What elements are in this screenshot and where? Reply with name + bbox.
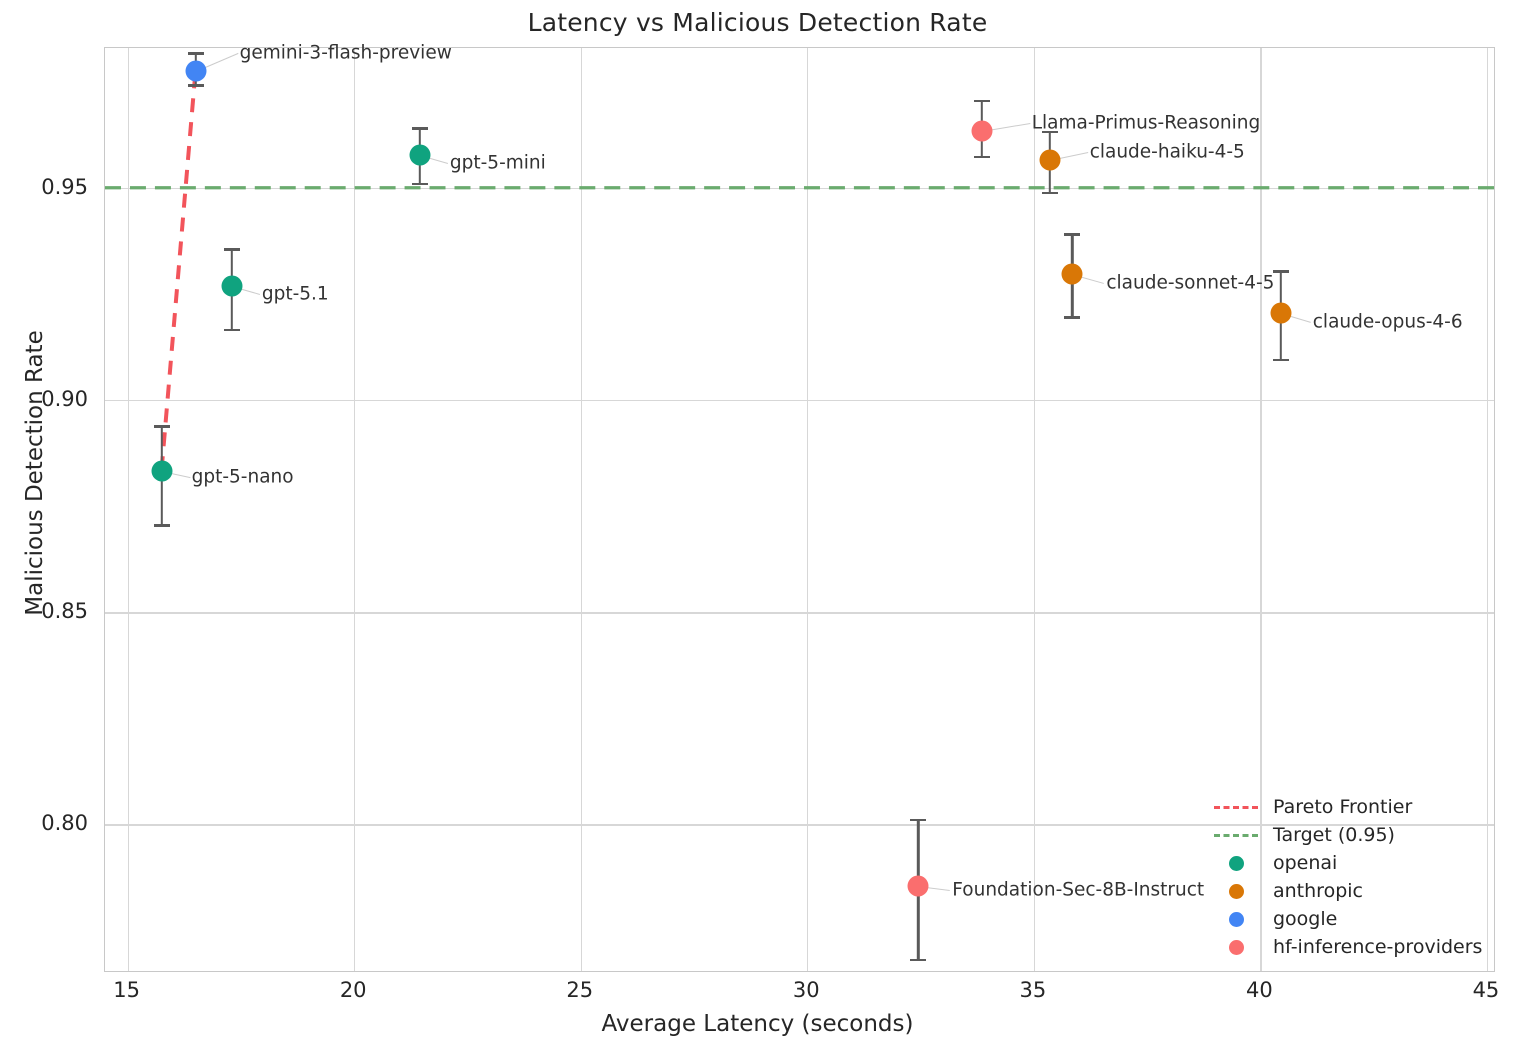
x-tick-label: 40 [1246,978,1273,1002]
error-cap-upper [223,248,240,251]
scatter-point-gemini-3-flash-preview[interactable] [185,60,207,82]
error-cap-lower [910,959,927,962]
legend-label: anthropic [1273,880,1363,902]
scatter-point-gpt-5-nano[interactable] [151,460,173,482]
error-cap-upper [187,52,204,55]
legend-label: openai [1273,852,1338,874]
error-cap-upper [1041,130,1058,134]
point-label: gpt-5-nano [191,466,294,488]
error-cap-upper [973,99,990,103]
scatter-point-llama-primus-reasoning[interactable] [971,120,993,142]
error-cap-lower [1272,358,1289,362]
legend-dot-icon [1213,939,1259,955]
x-tick-label: 35 [1019,978,1047,1002]
gridline-vertical [580,48,582,971]
legend-item-hf-inference-providers[interactable]: hf-inference-providers [1213,933,1495,961]
plot-area: gemini-3-flash-preview gpt-5-mini gpt-5.1 g… [104,43,1495,972]
legend-dot-icon [1213,911,1259,927]
legend-item-google[interactable]: google [1213,905,1495,933]
point-label: Foundation-Sec-8B-Instruct [952,879,1205,901]
error-cap-upper [1272,270,1289,273]
legend-dash-icon [1213,805,1259,809]
scatter-point-gpt-5.1[interactable] [221,275,243,297]
legend-label: Target (0.95) [1273,824,1395,846]
error-cap-upper [411,127,428,130]
pareto-frontier-line [159,71,198,471]
legend-label: google [1273,908,1338,930]
point-label: gemini-3-flash-preview [239,42,452,64]
y-tick-label: 0.85 [41,599,88,624]
error-cap-lower [973,155,990,159]
point-label: gpt-5.1 [261,283,329,305]
legend-label: hf-inference-providers [1273,936,1483,958]
error-cap-lower [411,182,428,185]
gridline-horizontal [105,400,1494,402]
gridline-horizontal [105,188,1494,190]
error-cap-lower [187,84,204,87]
legend-dot-icon [1213,855,1259,871]
scatter-point-claude-haiku-4-5[interactable] [1039,149,1061,171]
y-tick-label: 0.80 [41,811,88,836]
legend-item-anthropic[interactable]: anthropic [1213,877,1495,905]
gridline-vertical [1260,48,1262,971]
error-cap-lower [223,328,240,332]
gridline-vertical [1033,48,1036,971]
reference-lines [105,71,1494,471]
x-axis-label: Average Latency (seconds) [601,1011,914,1037]
error-cap-upper [1064,233,1081,236]
gridline-vertical [127,48,129,971]
gridline-vertical [354,48,356,971]
scatter-point-claude-sonnet-4-5[interactable] [1061,263,1083,285]
x-tick-label: 20 [339,978,367,1002]
legend-item-target-0-95[interactable]: Target (0.95) [1213,821,1495,849]
point-label: claude-sonnet-4-5 [1106,272,1275,294]
chart-title: Latency vs Malicious Detection Rate [527,8,988,37]
error-cap-upper [910,819,927,822]
legend-label: Pareto Frontier [1273,796,1413,818]
gridline-horizontal [105,612,1494,614]
error-cap-lower [1064,316,1081,319]
legend-dot-icon [1213,883,1259,899]
legend-item-pareto-frontier[interactable]: Pareto Frontier [1213,793,1495,821]
y-tick-label: 0.95 [41,175,88,200]
point-label: Llama-Primus-Reasoning [1031,112,1261,134]
error-cap-upper [153,425,170,428]
point-label: claude-haiku-4-5 [1089,141,1245,163]
point-label: claude-opus-4-6 [1312,311,1463,333]
x-tick-label: 15 [113,978,141,1002]
point-label: gpt-5-mini [449,152,546,174]
scatter-point-foundation-sec-8b-instruct[interactable] [907,875,929,897]
gridline-horizontal [105,824,1494,826]
y-axis-label: Malicious Detection Rate [22,330,48,616]
legend-item-openai[interactable]: openai [1213,849,1495,877]
error-cap-lower [153,524,170,527]
y-tick-label: 0.90 [41,387,88,412]
scatter-point-claude-opus-4-6[interactable] [1270,302,1292,324]
chart-legend: Pareto Frontier Target (0.95) openai anthro… [1213,789,1495,965]
gridline-vertical [807,48,809,971]
x-tick-label: 45 [1472,978,1500,1002]
x-tick-label: 25 [566,978,594,1002]
scatter-point-gpt-5-mini[interactable] [409,144,431,166]
gridline-vertical [1486,48,1489,971]
legend-dash-icon [1213,833,1259,837]
x-tick-label: 30 [792,978,820,1002]
error-cap-lower [1041,191,1058,195]
